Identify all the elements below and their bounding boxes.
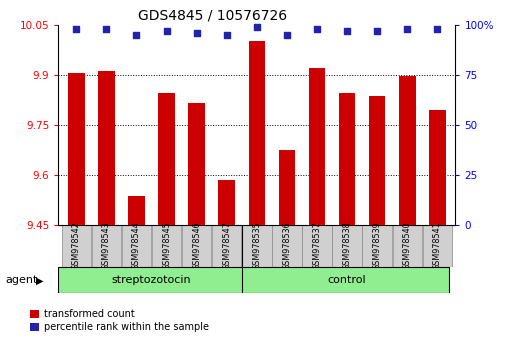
Bar [301, 225, 331, 267]
Legend: transformed count, percentile rank within the sample: transformed count, percentile rank withi… [30, 309, 209, 332]
Bar [241, 225, 271, 267]
Text: agent: agent [5, 275, 37, 285]
Point [312, 26, 320, 32]
Text: control: control [327, 275, 366, 285]
Bar [392, 225, 421, 267]
Bar [428, 110, 445, 225]
Text: GSM978545: GSM978545 [162, 222, 171, 270]
Bar [368, 96, 385, 225]
Bar [278, 150, 294, 225]
Point [372, 28, 380, 34]
Text: GSM978536: GSM978536 [282, 222, 291, 270]
Bar [152, 225, 181, 267]
Bar [218, 180, 234, 225]
Text: GSM978547: GSM978547 [222, 222, 231, 270]
Bar [332, 225, 361, 267]
Bar [62, 225, 91, 267]
Bar [308, 68, 325, 225]
Bar [248, 41, 265, 225]
Point [252, 24, 261, 30]
Bar [98, 72, 115, 225]
Text: GSM978543: GSM978543 [102, 222, 111, 270]
Point [432, 26, 440, 32]
Text: GSM978537: GSM978537 [312, 222, 321, 270]
Text: GSM978538: GSM978538 [342, 222, 351, 270]
Text: ▶: ▶ [35, 275, 43, 285]
Text: GSM978535: GSM978535 [252, 222, 261, 270]
Bar [422, 225, 451, 267]
Bar [128, 196, 144, 225]
Point [222, 32, 230, 38]
Point [192, 30, 200, 36]
Bar [338, 93, 355, 225]
Point [162, 28, 170, 34]
Text: GSM978540: GSM978540 [402, 222, 411, 270]
Text: GSM978546: GSM978546 [192, 222, 200, 270]
Bar [121, 225, 151, 267]
Bar [272, 225, 301, 267]
Bar [398, 76, 415, 225]
Text: GSM978541: GSM978541 [432, 222, 441, 270]
Point [342, 28, 350, 34]
Bar [212, 225, 241, 267]
Bar [158, 93, 174, 225]
Bar [91, 225, 121, 267]
Text: GSM978544: GSM978544 [132, 222, 141, 270]
Bar [188, 103, 205, 225]
Point [102, 26, 110, 32]
Bar [362, 225, 391, 267]
Text: GSM978542: GSM978542 [72, 222, 81, 270]
Text: streptozotocin: streptozotocin [112, 275, 191, 285]
Point [402, 26, 411, 32]
Point [282, 32, 290, 38]
Point [132, 32, 140, 38]
Bar [181, 225, 211, 267]
Point [72, 26, 80, 32]
Bar [68, 73, 84, 225]
Text: GSM978539: GSM978539 [372, 222, 381, 270]
Text: GDS4845 / 10576726: GDS4845 / 10576726 [138, 9, 286, 23]
